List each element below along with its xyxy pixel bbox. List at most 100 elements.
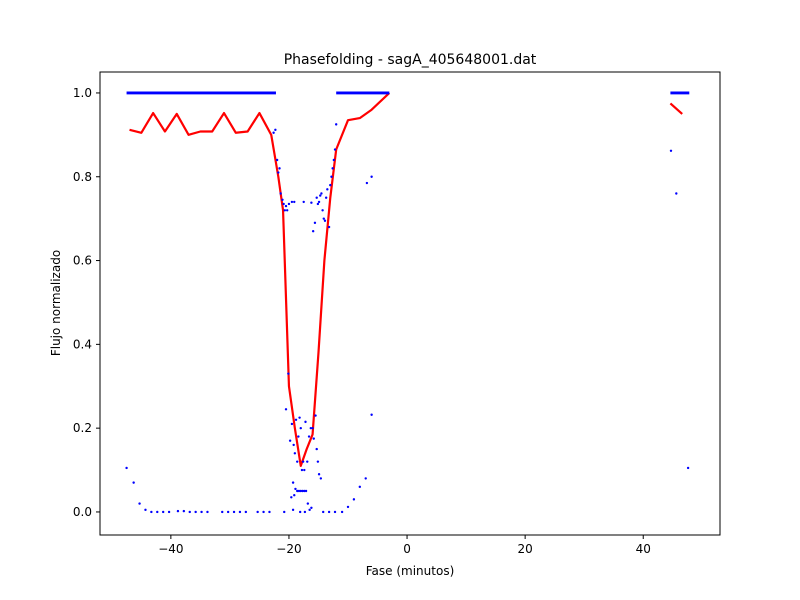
data-point-43 (316, 202, 320, 206)
data-point-73 (301, 460, 305, 463)
data-point-90 (296, 489, 299, 493)
chart-title: Phasefolding - sagA_405648001.dat (284, 52, 537, 68)
data-point-91 (297, 489, 301, 493)
data-point-39 (310, 201, 313, 204)
data-point-15 (226, 510, 230, 514)
data-point-89 (294, 487, 297, 491)
data-point-37 (293, 200, 296, 204)
data-point-3 (144, 508, 147, 512)
data-point-86 (290, 496, 293, 499)
data-point-61 (284, 408, 288, 411)
data-point-67 (294, 418, 298, 421)
y-tick-label: 0.4 (73, 337, 92, 351)
data-point-34 (285, 209, 289, 212)
data-point-57 (333, 148, 337, 151)
data-point-101 (322, 510, 325, 514)
data-point-0 (125, 466, 128, 470)
data-point-55 (331, 167, 334, 170)
data-point-12 (200, 510, 203, 514)
data-point-98 (310, 506, 313, 509)
y-tick-label: 0.8 (73, 170, 92, 184)
data-point-106 (352, 498, 356, 501)
data-point-22 (283, 510, 286, 514)
data-point-44 (317, 200, 321, 204)
x-axis-label: Fase (minutos) (366, 564, 455, 578)
data-point-42 (315, 196, 318, 199)
data-point-19 (256, 510, 259, 514)
data-point-62 (287, 372, 290, 375)
data-point-20 (262, 510, 265, 514)
data-point-65 (292, 443, 295, 447)
data-point-59 (365, 181, 369, 185)
data-point-2 (138, 502, 141, 505)
data-point-25 (274, 128, 277, 132)
x-axis: −40 −20 0 20 40 (158, 535, 651, 556)
y-tick-label: 1.0 (73, 86, 92, 100)
data-point-40 (311, 230, 315, 233)
data-point-48 (322, 217, 325, 220)
data-point-27 (277, 171, 280, 174)
smoothed-curve-0 (129, 92, 391, 467)
data-point-10 (188, 510, 191, 514)
data-point-112 (686, 466, 690, 470)
data-point-8 (176, 509, 180, 513)
smoothed-curve-1 (669, 102, 683, 115)
data-point-51 (326, 188, 329, 191)
data-point-105 (346, 505, 350, 509)
data-point-94 (303, 489, 306, 493)
data-point-56 (332, 158, 336, 162)
plot-area (125, 91, 690, 514)
data-point-71 (299, 426, 302, 430)
data-point-53 (329, 183, 332, 187)
data-point-13 (206, 510, 209, 514)
y-axis-label: Flujo normalizado (49, 250, 63, 356)
data-point-77 (307, 435, 311, 438)
x-tick-label: 20 (518, 542, 533, 556)
data-point-68 (296, 460, 299, 463)
data-point-21 (268, 510, 271, 514)
data-point-102 (327, 510, 331, 514)
data-point-6 (161, 510, 165, 514)
data-point-99 (298, 510, 302, 514)
data-point-49 (323, 219, 327, 222)
data-point-95 (304, 489, 308, 493)
data-point-104 (340, 510, 344, 514)
data-point-64 (290, 422, 294, 426)
data-point-100 (303, 510, 307, 514)
data-point-36 (290, 200, 294, 204)
data-point-58 (334, 123, 338, 126)
data-point-72 (300, 468, 304, 472)
data-point-24 (272, 131, 275, 134)
data-point-33 (284, 204, 288, 208)
data-point-52 (327, 225, 331, 229)
data-point-66 (293, 452, 297, 455)
data-point-79 (311, 426, 314, 430)
data-point-82 (315, 447, 318, 451)
data-point-18 (244, 510, 248, 514)
data-point-63 (288, 439, 292, 442)
data-point-109 (370, 413, 373, 416)
data-point-31 (282, 202, 285, 206)
data-point-107 (358, 485, 362, 489)
data-point-7 (167, 510, 171, 514)
y-axis: 0.0 0.2 0.4 0.6 0.8 1.0 (73, 86, 100, 519)
data-point-92 (299, 489, 302, 493)
data-point-74 (303, 468, 306, 472)
data-point-88 (293, 493, 296, 497)
data-point-75 (304, 420, 307, 424)
data-point-35 (287, 202, 291, 206)
data-point-54 (330, 175, 333, 178)
data-point-32 (283, 209, 287, 212)
axes-frame (99, 71, 721, 536)
data-point-16 (232, 510, 236, 514)
data-point-111 (675, 192, 678, 195)
data-point-9 (182, 509, 186, 513)
data-point-17 (238, 510, 242, 514)
data-point-110 (669, 149, 673, 152)
y-tick-label: 0.2 (73, 421, 92, 435)
data-point-84 (317, 473, 321, 476)
data-point-29 (279, 192, 282, 195)
data-point-14 (221, 510, 224, 514)
data-point-96 (306, 502, 310, 505)
